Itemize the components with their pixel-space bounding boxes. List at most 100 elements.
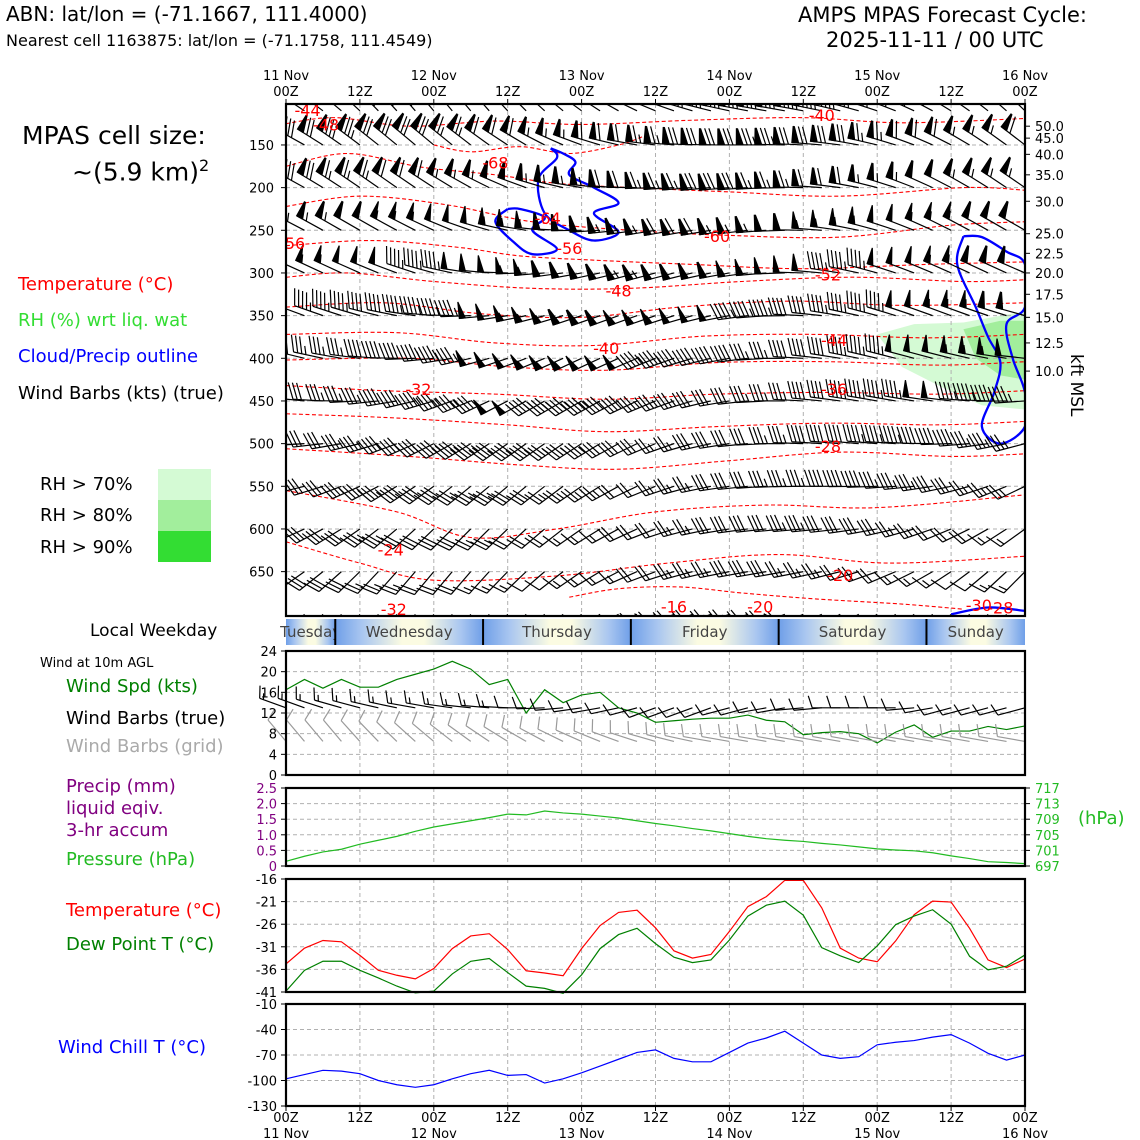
bottom-tick-hour: 00Z (569, 1111, 595, 1126)
upper-wind-barb (505, 442, 545, 462)
kft-tick-label: 22.5 (1035, 247, 1064, 262)
upper-wind-barb (303, 571, 342, 593)
wind-barb-true (657, 707, 693, 718)
upper-wind-barb (385, 246, 416, 274)
upper-wind-barb (430, 394, 471, 414)
upper-wind-barb (431, 346, 471, 366)
weekday-label-wednesday: Wednesday (366, 623, 453, 641)
upper-wind-barb-staff (286, 202, 305, 231)
wind-barb-grid (555, 717, 582, 742)
upper-wind-barb-staff (396, 343, 434, 362)
upper-wind-barb-staff (840, 470, 878, 488)
upper-wind-barb (560, 397, 601, 416)
upper-wind-barb-flag (854, 104, 855, 105)
upper-wind-barb-staff (729, 471, 767, 489)
upper-wind-barb-staff (748, 427, 785, 445)
wind-barb-grid (810, 723, 841, 743)
upper-wind-barb (449, 442, 490, 461)
upper-wind-barb-staff (911, 571, 952, 589)
upper-wind-barb-staff (353, 157, 379, 189)
upper-wind-barb-staff (782, 561, 822, 579)
upper-wind-barb (653, 563, 693, 581)
upper-wind-barb (523, 397, 564, 417)
upper-wind-barb-staff (286, 526, 324, 544)
upper-wind-barb-flag (514, 210, 522, 229)
top-tick-hour: 12Z (938, 85, 964, 100)
wind-barb-grid (902, 723, 933, 743)
upper-wind-barb-staff (578, 571, 619, 586)
top-tick-hour: 00Z (864, 85, 890, 100)
upper-wind-barb (308, 335, 342, 359)
upper-wind-barb-staff (967, 528, 1007, 546)
upper-wind-barb (286, 263, 305, 274)
upper-wind-barb (912, 475, 952, 493)
upper-wind-barb (696, 217, 730, 236)
upper-wind-barb-staff (709, 302, 748, 321)
upper-wind-barb (565, 309, 601, 327)
upper-wind-barb (578, 396, 619, 416)
upper-wind-barb (603, 264, 638, 282)
upper-wind-barb-flag (698, 128, 707, 146)
pressure-tick-label: 500 (249, 438, 274, 453)
wind-barb-true (457, 692, 490, 709)
upper-wind-barb-staff (690, 516, 730, 535)
upper-wind-barb-staff (451, 528, 490, 551)
upper-wind-barb-flag (885, 161, 893, 180)
upper-wind-barb-staff (470, 571, 509, 594)
upper-wind-barb-flag (922, 245, 931, 265)
upper-wind-barb (855, 568, 896, 584)
upper-wind-barb-flag (568, 215, 577, 233)
kft-tick-label: 50.0 (1035, 120, 1064, 135)
upper-wind-barb (541, 397, 582, 417)
upper-wind-barb-flag (372, 112, 385, 131)
wind-barb-grid (717, 723, 748, 743)
wind-barb-true (439, 692, 471, 709)
bottom-tick-hour: 00Z (864, 1111, 890, 1126)
upper-wind-barb (322, 571, 361, 594)
bottom-tick-day: 12 Nov (411, 1127, 457, 1140)
upper-wind-barb-staff (862, 378, 896, 402)
bottom-tick-hour: 00Z (421, 1111, 447, 1126)
upper-wind-barb-flag (473, 351, 486, 369)
wind-barb-grid (773, 723, 804, 743)
upper-wind-barb (505, 397, 545, 417)
upper-wind-barb-flag (681, 104, 689, 106)
upper-wind-barb-flag (884, 290, 892, 309)
upper-wind-barb-staff (433, 528, 472, 551)
upper-wind-barb-flag (296, 114, 307, 134)
upper-wind-barb-flag (940, 289, 948, 309)
upper-wind-barb-flag (477, 207, 485, 226)
upper-wind-barb-staff (967, 432, 1007, 451)
upper-wind-barb-flag (624, 171, 633, 190)
upper-wind-barb-flag (550, 213, 559, 232)
upper-wind-barb (767, 382, 804, 402)
wind-barb-grid (847, 723, 878, 743)
upper-wind-barb (286, 336, 305, 359)
upper-wind-barb-flag (925, 81, 934, 98)
upper-wind-barb-flag (939, 335, 947, 354)
upper-wind-barb (604, 217, 638, 236)
upper-wind-barb-flag (528, 355, 543, 372)
upper-wind-barb-flag (942, 158, 953, 177)
upper-wind-barb-flag (259, 203, 266, 220)
temperature-contour--44 (286, 331, 1025, 347)
upper-wind-barb (296, 157, 324, 189)
upper-wind-barb-flag (996, 245, 1005, 265)
upper-wind-barb (566, 262, 601, 281)
upper-wind-barb-flag (979, 200, 990, 220)
upper-wind-barb (922, 245, 952, 274)
upper-wind-barb-flag (569, 167, 577, 186)
upper-wind-barb-staff (911, 525, 952, 541)
upper-wind-barb (551, 166, 582, 189)
top-tick-hour: 00Z (421, 85, 447, 100)
upper-wind-barb-flag (735, 128, 744, 146)
upper-wind-barb-staff (728, 300, 767, 319)
top-tick-hour: 12Z (495, 85, 521, 100)
upper-wind-barb (642, 172, 675, 190)
upper-wind-barb-flag (547, 308, 560, 326)
upper-wind-barb-flag (354, 113, 366, 131)
wind-barb-grid (591, 719, 619, 742)
upper-wind-barb (805, 424, 841, 445)
upper-wind-barb-flag (941, 245, 950, 264)
bottom-tick-hour: 12Z (643, 1111, 669, 1126)
